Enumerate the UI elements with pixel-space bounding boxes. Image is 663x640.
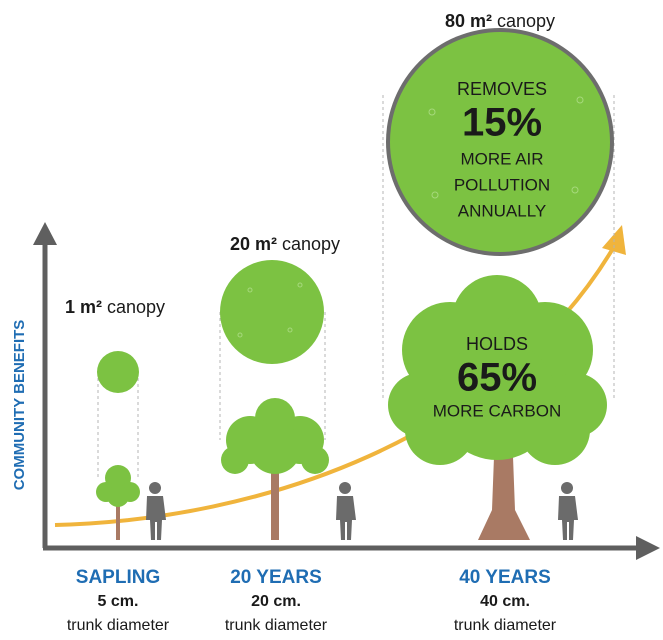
trunk-size: 40 cm.	[480, 593, 530, 610]
callout-lead: HOLDS	[466, 334, 528, 354]
y-axis-label: COMMUNITY BENEFITS	[11, 320, 28, 491]
trunk-label: trunk diameter	[67, 617, 170, 634]
trunk	[271, 470, 279, 540]
callout-line: POLLUTION	[454, 175, 550, 194]
decoration	[107, 485, 129, 507]
tree-canopy	[96, 465, 140, 507]
canopy-label: 1 m² canopy	[65, 297, 165, 317]
trunk-label: trunk diameter	[225, 617, 328, 634]
canopy-label: 20 m² canopy	[230, 234, 340, 254]
person	[146, 482, 166, 540]
decoration	[221, 446, 249, 474]
person	[558, 482, 578, 540]
canopy-label: 80 m² canopy	[445, 11, 555, 31]
x-axis-arrow	[636, 536, 660, 560]
stage-label: 40 YEARS	[459, 567, 551, 588]
trunk-size: 20 cm.	[251, 593, 301, 610]
trunk-size: 5 cm.	[98, 593, 139, 610]
callout-line: ANNUALLY	[458, 201, 547, 220]
person	[336, 482, 356, 540]
callout-lead: REMOVES	[457, 79, 547, 99]
callout-line: MORE AIR	[460, 149, 543, 168]
canopy-word: canopy	[107, 297, 165, 317]
canopy-top-view	[97, 351, 139, 393]
canopy-area: 1 m²	[65, 297, 102, 317]
trunk-label: trunk diameter	[454, 617, 557, 634]
callout-line: MORE CARBON	[433, 401, 561, 420]
canopy-area: 80 m²	[445, 11, 492, 31]
canopy-word: canopy	[282, 234, 340, 254]
canopy-area: 20 m²	[230, 234, 277, 254]
infographic: COMMUNITY BENEFITS 1 m² canopy 20 m² can…	[0, 0, 663, 640]
decoration	[301, 446, 329, 474]
callout-figure: 15%	[462, 101, 542, 145]
stage-label: 20 YEARS	[230, 567, 322, 588]
y-axis-arrow	[33, 222, 57, 245]
tree-canopy	[221, 398, 329, 474]
callout-figure: 65%	[457, 356, 537, 400]
decoration	[249, 422, 301, 474]
canopy-top-view	[220, 260, 324, 364]
canopy-word: canopy	[497, 11, 555, 31]
stage-label: SAPLING	[76, 567, 160, 588]
